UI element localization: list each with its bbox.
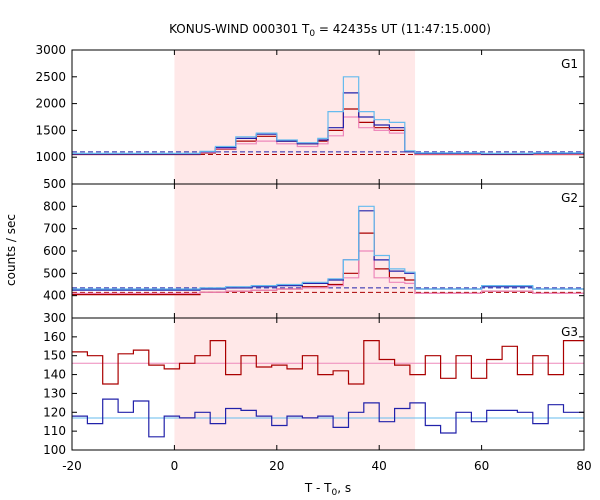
panel-g3: 100 110 120 130 140 150 160 G3 <box>43 317 585 457</box>
y-tick-label: 120 <box>43 405 66 419</box>
x-tick-label: 60 <box>474 459 489 473</box>
series-line <box>72 76 584 154</box>
x-tick-label: 40 <box>372 459 387 473</box>
y-tick-label: 3000 <box>35 43 66 57</box>
series-line <box>72 340 584 385</box>
y-tick-label: 150 <box>43 349 66 363</box>
plot-area: 50010001500200025003000G1300400500600700… <box>35 43 591 473</box>
x-tick-label: 80 <box>576 459 591 473</box>
y-tick-label: 800 <box>43 199 66 213</box>
panel-label: G2 <box>561 191 578 205</box>
x-axis-label: T - T0, s <box>304 481 351 498</box>
y-tick-label: 130 <box>43 386 66 400</box>
y-tick-label: 500 <box>43 177 66 191</box>
y-tick-label: 500 <box>43 266 66 280</box>
y-tick-label: 2000 <box>35 97 66 111</box>
y-tick-label: 1500 <box>35 123 66 137</box>
chart-title: KONUS-WIND 000301 T0 = 42435s UT (11:47:… <box>169 22 491 39</box>
y-tick-label: 140 <box>43 368 66 382</box>
panel-g1: 500 1000 1500 2000 2500 3000 G1 <box>35 43 585 191</box>
y-tick-label: 1000 <box>35 150 66 164</box>
y-tick-label: 300 <box>43 311 66 325</box>
y-tick-label: 600 <box>43 244 66 258</box>
y-tick-label: 2500 <box>35 70 66 84</box>
y-tick-label: 160 <box>43 330 66 344</box>
panel-label: G3 <box>561 325 578 339</box>
series-line <box>72 205 584 290</box>
x-tick-label: 20 <box>269 459 284 473</box>
y-tick-label: 700 <box>43 222 66 236</box>
x-tick-label: -20 <box>62 459 82 473</box>
y-axis-label: counts / sec <box>4 214 18 286</box>
series-line <box>72 398 584 438</box>
x-tick-label: 0 <box>171 459 179 473</box>
panel-g2: 300 400 500 600 700 800 G2 <box>43 183 585 325</box>
y-tick-label: 100 <box>43 443 66 457</box>
series-line <box>72 250 584 294</box>
y-tick-label: 110 <box>43 424 66 438</box>
shaded-interval <box>174 50 416 450</box>
panel-label: G1 <box>561 57 578 71</box>
y-tick-label: 400 <box>43 289 66 303</box>
panel-frame <box>71 317 585 451</box>
